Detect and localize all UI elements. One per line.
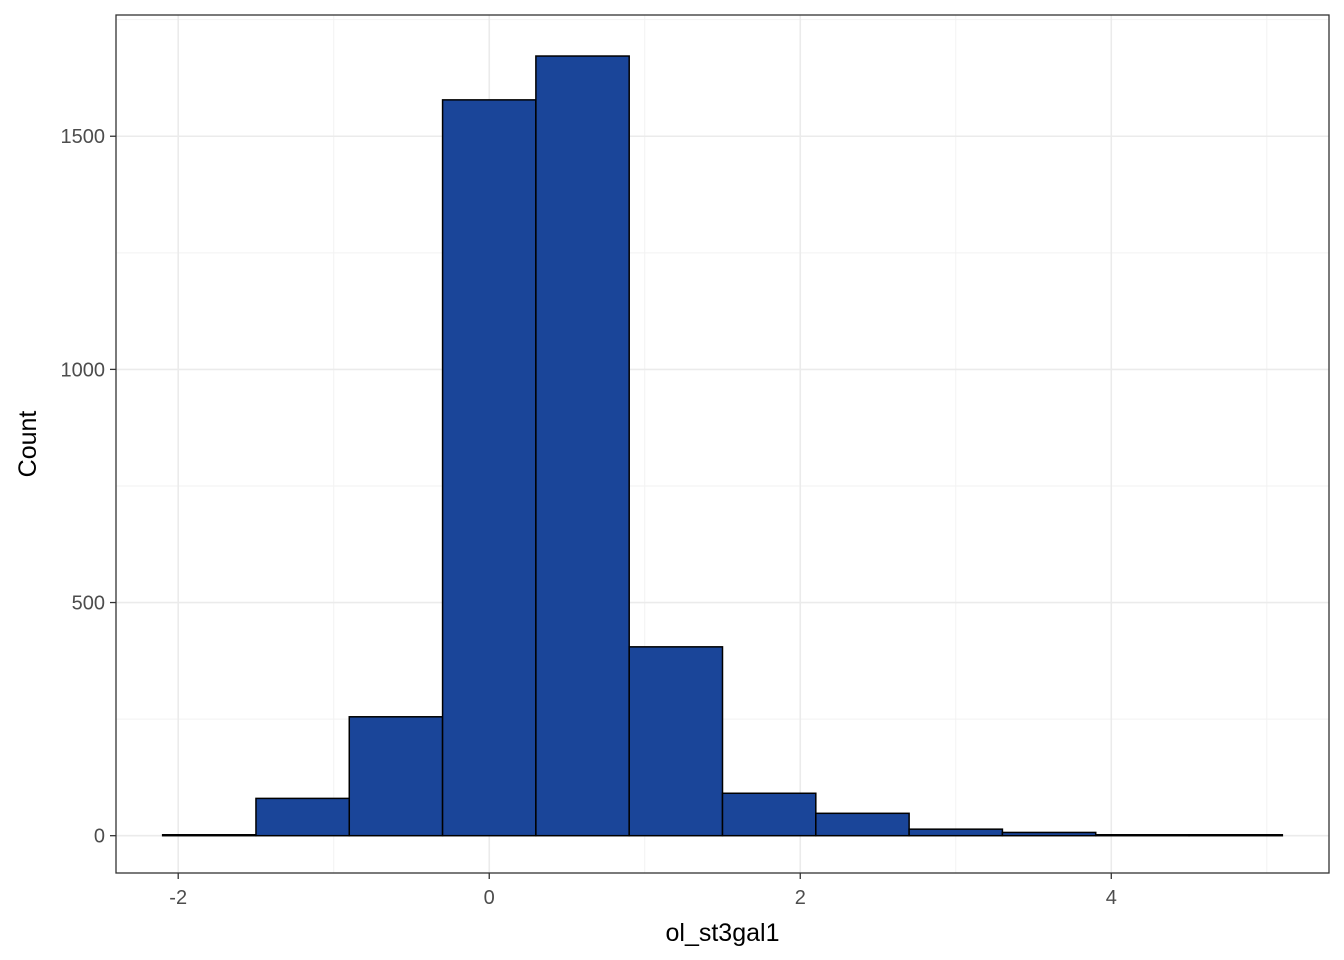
x-axis-ticks: -2 0 2 4 — [169, 873, 1117, 909]
histogram-bar — [628, 646, 724, 837]
plot-panel-border — [115, 14, 1330, 874]
x-tick-label: 2 — [795, 887, 806, 909]
histogram-bar — [908, 828, 1004, 837]
histogram-bar — [1188, 834, 1284, 837]
y-tick-label: 1500 — [61, 126, 106, 148]
histogram-bar — [815, 812, 910, 837]
y-axis-title: Count — [14, 411, 42, 478]
histogram-bars — [161, 55, 1284, 837]
histogram-bar — [161, 834, 257, 837]
x-tick-label: 0 — [484, 887, 495, 909]
x-tick-label: 4 — [1106, 887, 1117, 909]
histogram-bar — [721, 792, 817, 837]
x-tick-label: -2 — [169, 887, 187, 909]
y-axis-ticks: 0 500 1000 1500 — [61, 126, 116, 848]
histogram-bar — [535, 55, 630, 837]
histogram-bar — [1094, 834, 1190, 837]
y-tick-label: 0 — [94, 826, 105, 848]
histogram-bar — [441, 99, 537, 837]
y-tick-label: 1000 — [61, 359, 106, 381]
histogram-bar — [255, 797, 351, 837]
x-axis-title: ol_st3gal1 — [666, 919, 780, 947]
y-tick-label: 500 — [72, 593, 105, 615]
histogram-bar — [348, 716, 444, 837]
histogram-bar — [1001, 831, 1097, 837]
